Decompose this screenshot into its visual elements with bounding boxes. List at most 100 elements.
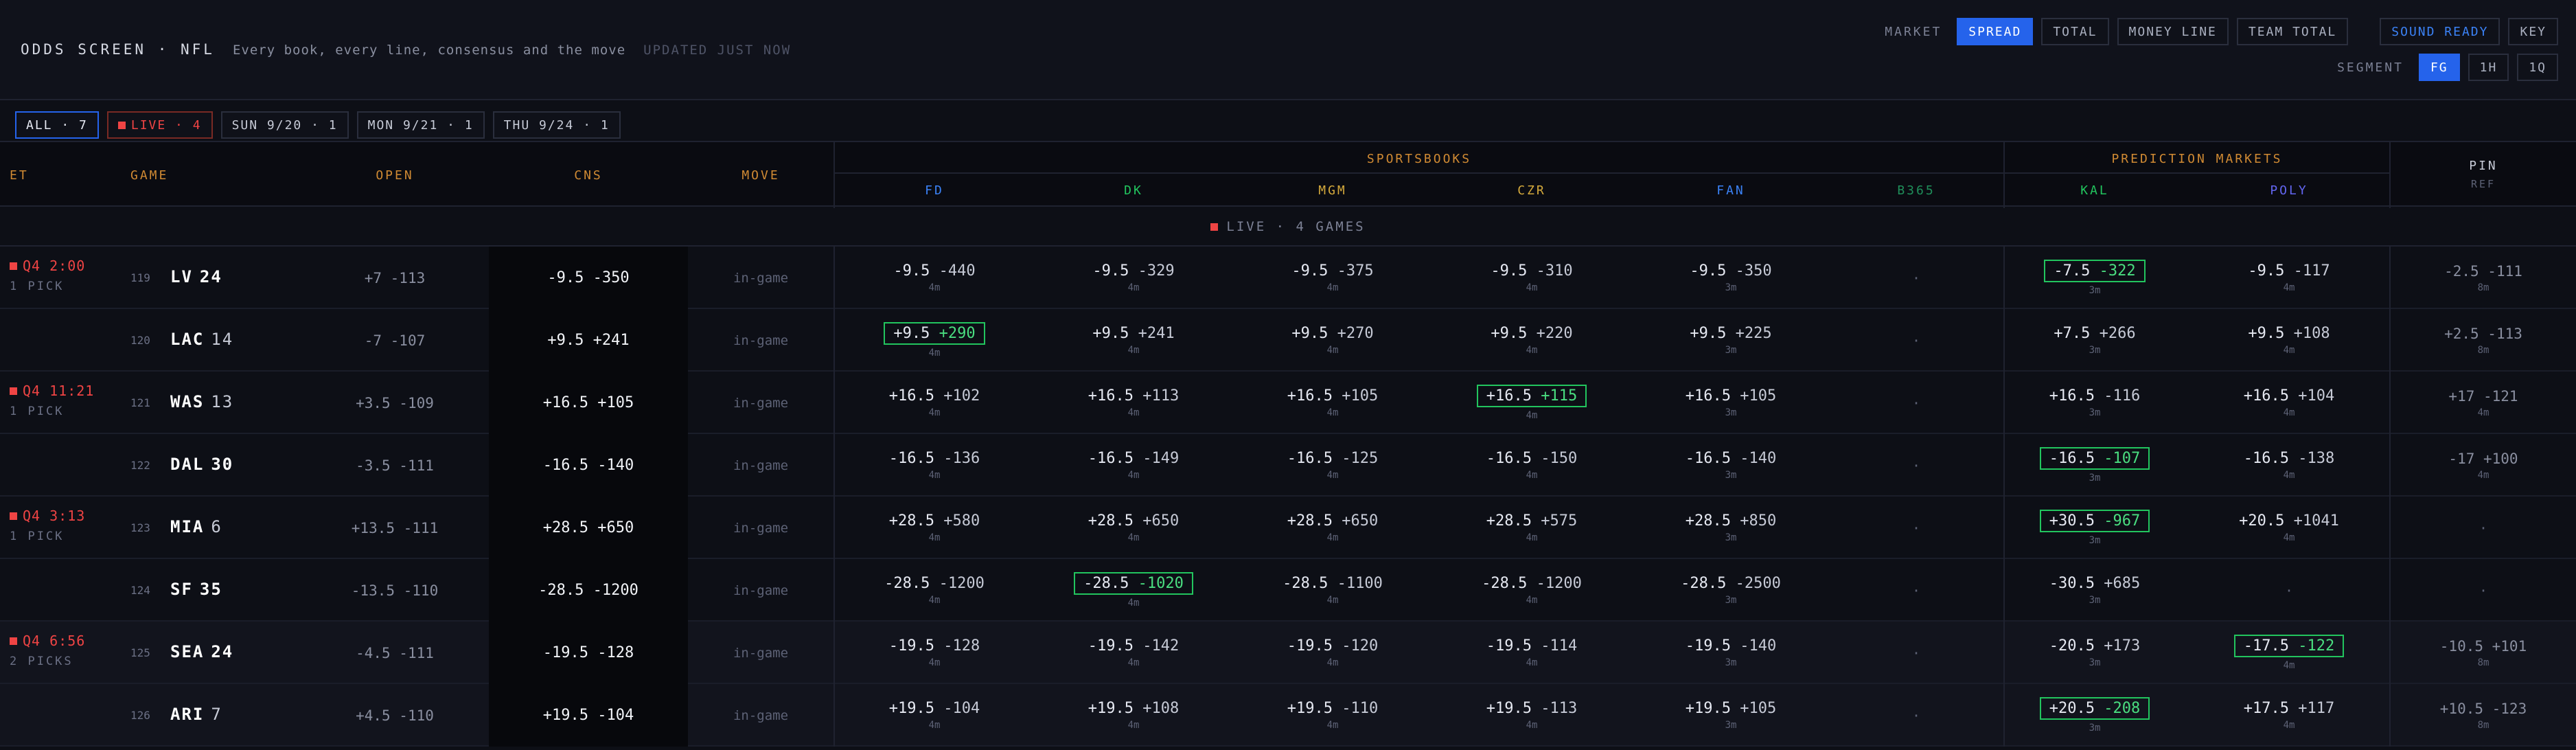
book-odds-cell[interactable]: -20.5 +173 3m xyxy=(1999,622,2191,684)
book-odds-cell[interactable]: +30.5 -967 3m xyxy=(1999,497,2191,559)
key-button[interactable]: KEY xyxy=(2508,18,2558,45)
sound-toggle-button[interactable]: SOUND READY xyxy=(2380,18,2500,45)
book-odds-cell[interactable]: -9.5 -440 4m xyxy=(838,247,1031,309)
book-odds-cell[interactable]: +19.5 -113 4m xyxy=(1436,684,1628,747)
book-odds-cell[interactable]: +28.5 +575 4m xyxy=(1436,497,1628,559)
col-cns[interactable]: CNS xyxy=(574,168,603,183)
book-odds-cell[interactable]: +28.5 +650 4m xyxy=(1237,497,1429,559)
team-name[interactable]: DAL 30 xyxy=(170,455,233,474)
book-odds-cell[interactable]: +16.5 +105 4m xyxy=(1237,372,1429,434)
book-odds-cell[interactable]: -16.5 -125 4m xyxy=(1237,434,1429,497)
table-row[interactable]: 126 ARI 7 +4.5 -110 +19.5 -104 in-game +19.5 -… xyxy=(0,684,2576,747)
book-odds-cell[interactable]: -28.5 -1100 4m xyxy=(1237,559,1429,622)
team-name[interactable]: SF 35 xyxy=(170,580,222,599)
book-odds-cell[interactable]: +9.5 +241 4m xyxy=(1037,309,1230,372)
pin-ref-cell[interactable]: -17 +100 4m xyxy=(2391,434,2576,497)
col-book-dk[interactable]: DK xyxy=(1124,183,1143,198)
book-odds-cell[interactable]: +20.5 +1041 4m xyxy=(2193,497,2385,559)
col-open[interactable]: OPEN xyxy=(376,168,414,183)
book-odds-cell[interactable]: +9.5 +225 3m xyxy=(1635,309,1827,372)
market-total-button[interactable]: TOTAL xyxy=(2041,18,2109,45)
picks-count[interactable]: 1 PICK xyxy=(10,280,65,293)
col-book-fd[interactable]: FD xyxy=(925,183,944,198)
book-odds-cell[interactable]: +20.5 -208 3m xyxy=(1999,684,2191,747)
book-odds-cell[interactable]: -19.5 -128 4m xyxy=(838,622,1031,684)
team-name[interactable]: LV 24 xyxy=(170,267,222,286)
book-odds-cell[interactable]: +28.5 +850 3m xyxy=(1635,497,1827,559)
book-odds-cell[interactable]: +28.5 +650 4m xyxy=(1037,497,1230,559)
table-row[interactable]: 120 LAC 14 -7 -107 +9.5 +241 in-game +9.5 +290… xyxy=(0,309,2576,372)
table-row[interactable]: Q4 2:00 1 PICK 119 LV 24 +7 -113 -9.5 -350 in-g… xyxy=(0,247,2576,309)
market-moneyline-button[interactable]: MONEY LINE xyxy=(2117,18,2229,45)
book-odds-cell[interactable]: -16.5 -149 4m xyxy=(1037,434,1230,497)
picks-count[interactable]: 1 PICK xyxy=(10,405,65,418)
book-odds-cell[interactable]: +16.5 +102 4m xyxy=(838,372,1031,434)
pin-ref-cell[interactable]: -2.5 -111 8m xyxy=(2391,247,2576,309)
col-move[interactable]: MOVE xyxy=(741,168,780,183)
book-odds-cell[interactable]: -28.5 -1020 4m xyxy=(1037,559,1230,622)
book-odds-cell[interactable]: +19.5 -104 4m xyxy=(838,684,1031,747)
col-game[interactable]: GAME xyxy=(130,168,169,183)
book-odds-cell[interactable]: -28.5 -1200 4m xyxy=(1436,559,1628,622)
book-odds-cell[interactable]: +19.5 +108 4m xyxy=(1037,684,1230,747)
book-odds-cell[interactable]: -16.5 -136 4m xyxy=(838,434,1031,497)
pin-ref-cell[interactable]: +17 -121 4m xyxy=(2391,372,2576,434)
team-name[interactable]: SEA 24 xyxy=(170,642,233,661)
book-odds-cell[interactable]: -9.5 -117 4m xyxy=(2193,247,2385,309)
segment-1h-button[interactable]: 1H xyxy=(2468,54,2509,81)
col-book-kal[interactable]: KAL xyxy=(2080,183,2109,198)
filter-thu-chip[interactable]: THU 9/24 · 1 xyxy=(492,111,621,139)
team-name[interactable]: WAS 13 xyxy=(170,392,233,411)
book-odds-cell[interactable]: -17.5 -122 4m xyxy=(2193,622,2385,684)
filter-all-chip[interactable]: ALL · 7 xyxy=(15,111,99,139)
book-odds-cell[interactable]: -9.5 -375 4m xyxy=(1237,247,1429,309)
book-odds-cell[interactable]: +28.5 +580 4m xyxy=(838,497,1031,559)
book-odds-cell[interactable]: -30.5 +685 3m xyxy=(1999,559,2191,622)
book-odds-cell[interactable]: -19.5 -140 3m xyxy=(1635,622,1827,684)
book-odds-cell[interactable]: +16.5 +104 4m xyxy=(2193,372,2385,434)
book-odds-cell[interactable]: +9.5 +220 4m xyxy=(1436,309,1628,372)
col-book-fan[interactable]: FAN xyxy=(1716,183,1745,198)
book-odds-cell[interactable]: -19.5 -114 4m xyxy=(1436,622,1628,684)
col-book-b365[interactable]: B365 xyxy=(1897,183,1935,198)
table-row[interactable]: Q4 6:56 2 PICKS 125 SEA 24 -4.5 -111 -19.5 -12… xyxy=(0,622,2576,684)
table-row[interactable]: 122 DAL 30 -3.5 -111 -16.5 -140 in-game -16.5 … xyxy=(0,434,2576,497)
book-odds-cell[interactable]: -16.5 -150 4m xyxy=(1436,434,1628,497)
col-et[interactable]: ET xyxy=(10,168,29,183)
picks-count[interactable]: 2 PICKS xyxy=(10,655,73,668)
table-row[interactable]: Q4 3:13 1 PICK 123 MIA 6 +13.5 -111 +28.5 +650… xyxy=(0,497,2576,559)
col-pin[interactable]: PIN xyxy=(2469,159,2498,173)
book-odds-cell[interactable]: +19.5 +105 3m xyxy=(1635,684,1827,747)
table-row[interactable]: Q4 11:21 1 PICK 121 WAS 13 +3.5 -109 +16.5 +10… xyxy=(0,372,2576,434)
book-odds-cell[interactable]: +7.5 +266 3m xyxy=(1999,309,2191,372)
book-odds-cell[interactable]: +16.5 +115 4m xyxy=(1436,372,1628,434)
book-odds-cell[interactable]: -28.5 -1200 4m xyxy=(838,559,1031,622)
col-book-poly[interactable]: POLY xyxy=(2270,183,2308,198)
book-odds-cell[interactable]: +19.5 -110 4m xyxy=(1237,684,1429,747)
table-row[interactable]: 124 SF 35 -13.5 -110 -28.5 -1200 in-game -28.5… xyxy=(0,559,2576,622)
book-odds-cell[interactable]: -16.5 -138 4m xyxy=(2193,434,2385,497)
book-odds-cell[interactable]: -16.5 -140 3m xyxy=(1635,434,1827,497)
filter-live-chip[interactable]: LIVE · 4 xyxy=(106,111,213,139)
team-name[interactable]: ARI 7 xyxy=(170,705,222,724)
team-name[interactable]: LAC 14 xyxy=(170,330,233,349)
book-odds-cell[interactable]: -19.5 -142 4m xyxy=(1037,622,1230,684)
pin-ref-cell[interactable]: -10.5 +101 8m xyxy=(2391,622,2576,684)
col-book-czr[interactable]: CZR xyxy=(1517,183,1546,198)
book-odds-cell[interactable]: +16.5 +113 4m xyxy=(1037,372,1230,434)
book-odds-cell[interactable]: +17.5 +117 4m xyxy=(2193,684,2385,747)
book-odds-cell[interactable]: +16.5 +105 3m xyxy=(1635,372,1827,434)
segment-fg-button[interactable]: FG xyxy=(2418,54,2460,81)
book-odds-cell[interactable]: -28.5 -2500 3m xyxy=(1635,559,1827,622)
pin-ref-cell[interactable]: +2.5 -113 8m xyxy=(2391,309,2576,372)
book-odds-cell[interactable]: -7.5 -322 3m xyxy=(1999,247,2191,309)
book-odds-cell[interactable]: +9.5 +290 4m xyxy=(838,309,1031,372)
team-name[interactable]: MIA 6 xyxy=(170,517,222,536)
book-odds-cell[interactable]: -9.5 -310 4m xyxy=(1436,247,1628,309)
market-team-total-button[interactable]: TEAM TOTAL xyxy=(2236,18,2349,45)
book-odds-cell[interactable]: -16.5 -107 3m xyxy=(1999,434,2191,497)
pin-ref-cell[interactable]: +10.5 -123 8m xyxy=(2391,684,2576,747)
picks-count[interactable]: 1 PICK xyxy=(10,530,65,543)
col-book-mgm[interactable]: MGM xyxy=(1318,183,1347,198)
filter-sun-chip[interactable]: SUN 9/20 · 1 xyxy=(220,111,349,139)
